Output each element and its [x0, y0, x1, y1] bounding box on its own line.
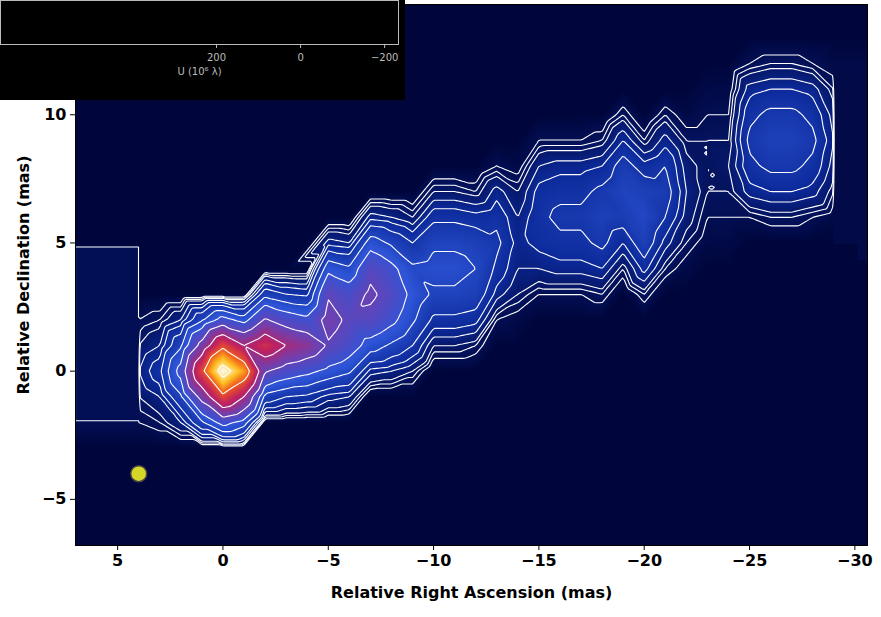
svg-text:Relative Right Ascension (mas): Relative Right Ascension (mas): [331, 583, 613, 602]
svg-text:−25: −25: [732, 551, 768, 570]
svg-text:−30: −30: [837, 551, 873, 570]
svg-text:−200: −200: [371, 52, 398, 63]
svg-text:−15: −15: [521, 551, 557, 570]
svg-text:10: 10: [44, 105, 66, 124]
svg-text:5: 5: [55, 233, 66, 252]
svg-text:−10: −10: [416, 551, 452, 570]
svg-text:5: 5: [112, 551, 123, 570]
svg-text:200: 200: [207, 52, 226, 63]
svg-text:−20: −20: [626, 551, 662, 570]
svg-text:−5: −5: [42, 489, 67, 508]
svg-text:0: 0: [297, 52, 303, 63]
svg-text:0: 0: [217, 551, 228, 570]
svg-text:−5: −5: [316, 551, 341, 570]
svg-text:Relative Declination (mas): Relative Declination (mas): [14, 156, 33, 395]
svg-text:0: 0: [55, 361, 66, 380]
svg-text:U (10⁶ λ): U (10⁶ λ): [177, 66, 221, 77]
